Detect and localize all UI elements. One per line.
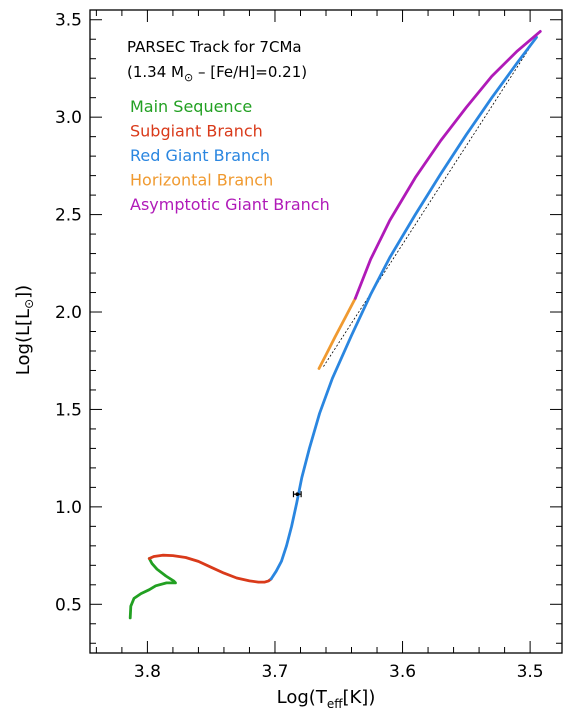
y-tick-label: 3.0 bbox=[55, 108, 82, 128]
x-tick-label: 3.5 bbox=[517, 662, 544, 682]
y-axis-title: Log(L[L⊙]) bbox=[13, 285, 36, 375]
dotted-line bbox=[323, 37, 537, 367]
annotation-params-a: (1.34 M bbox=[127, 63, 184, 81]
series-subgiant-branch bbox=[147, 553, 273, 584]
y-tick-label: 0.5 bbox=[55, 595, 82, 615]
sun-symbol-icon: ⊙ bbox=[184, 71, 193, 84]
y-tick-label: 2.0 bbox=[55, 303, 82, 323]
series-asymptotic-giant-branch bbox=[353, 29, 542, 300]
x-axis-title-base: Log(T bbox=[277, 687, 328, 708]
legend-entry: Red Giant Branch bbox=[130, 146, 270, 165]
observed-point bbox=[292, 491, 302, 498]
y-tick-label: 2.5 bbox=[55, 206, 82, 226]
series-main-sequence bbox=[128, 557, 177, 620]
legend-entry: Subgiant Branch bbox=[130, 122, 263, 141]
annotation-params-b: – [Fe/H]=0.21) bbox=[193, 63, 307, 81]
y-axis-sun-symbol-icon: ⊙ bbox=[22, 299, 36, 309]
legend: Main Sequence Subgiant Branch Red Giant Br… bbox=[130, 97, 330, 214]
legend-entry: Horizontal Branch bbox=[130, 171, 273, 190]
y-axis-title-base: Log(L[L bbox=[13, 309, 34, 375]
y-tick-label: 1.5 bbox=[55, 400, 82, 420]
annotation-params: (1.34 M⊙ – [Fe/H]=0.21) bbox=[127, 63, 307, 84]
observed-marker bbox=[295, 492, 300, 496]
x-axis-title: Log(Teff[K]) bbox=[277, 687, 376, 711]
series-lines bbox=[128, 29, 542, 620]
series-red-giant-branch bbox=[269, 35, 538, 581]
y-tick-label: 1.0 bbox=[55, 498, 82, 518]
x-axis-title-tail: [K]) bbox=[342, 687, 375, 708]
legend-entry: Main Sequence bbox=[130, 97, 252, 116]
x-axis-title-sub: eff bbox=[327, 697, 343, 711]
legend-entry: Asymptotic Giant Branch bbox=[130, 195, 330, 214]
dotted-guide-line bbox=[323, 37, 537, 367]
series-horizontal-branch bbox=[317, 296, 357, 370]
x-tick-label: 3.7 bbox=[261, 662, 288, 682]
axis-ticks: 3.8 3.7 3.6 3.5 0.5 1.0 1.5 2.0 2.5 3.0 3.5 bbox=[55, 10, 562, 682]
annotation-title: PARSEC Track for 7CMa bbox=[127, 38, 302, 56]
x-tick-label: 3.6 bbox=[389, 662, 416, 682]
x-tick-label: 3.8 bbox=[134, 662, 161, 682]
y-tick-label: 3.5 bbox=[55, 11, 82, 31]
y-axis-title-tail: ]) bbox=[13, 285, 34, 299]
